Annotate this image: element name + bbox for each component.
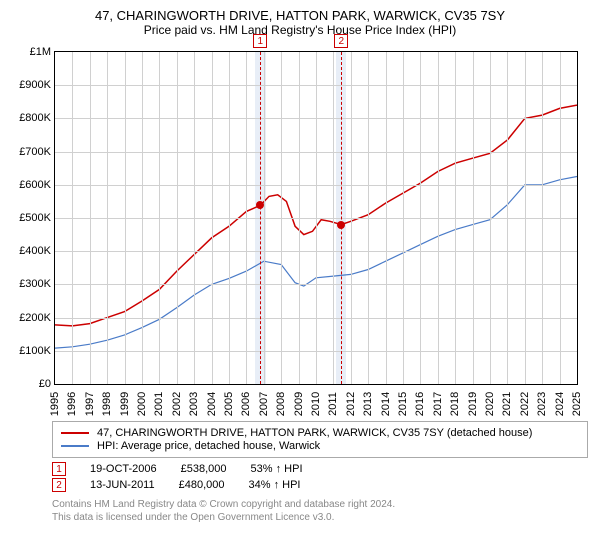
y-axis-label: £300K <box>13 278 51 290</box>
x-axis-label: 1996 <box>66 392 78 416</box>
x-axis-label: 2000 <box>136 392 148 416</box>
y-axis-label: £500K <box>13 212 51 224</box>
x-axis-label: 2016 <box>414 392 426 416</box>
transaction-delta: 53% ↑ HPI <box>251 463 303 475</box>
y-axis-label: £700K <box>13 146 51 158</box>
x-axis-label: 2013 <box>362 392 374 416</box>
legend: 47, CHARINGWORTH DRIVE, HATTON PARK, WAR… <box>52 421 588 458</box>
x-axis-label: 2025 <box>571 392 583 416</box>
transaction-table: 1 19-OCT-2006 £538,000 53% ↑ HPI 2 13-JU… <box>52 462 588 492</box>
x-axis-label: 2002 <box>171 392 183 416</box>
y-axis-label: £400K <box>13 245 51 257</box>
footer-line: This data is licensed under the Open Gov… <box>52 511 588 524</box>
x-axis-label: 2018 <box>449 392 461 416</box>
y-axis-label: £200K <box>13 312 51 324</box>
x-axis-label: 2006 <box>240 392 252 416</box>
annotation-box: 1 <box>253 34 267 48</box>
x-axis-label: 2011 <box>327 392 339 416</box>
annotation-box: 2 <box>52 478 66 492</box>
x-axis-label: 2010 <box>310 392 322 416</box>
x-axis-label: 1999 <box>119 392 131 416</box>
transaction-price: £538,000 <box>181 463 227 475</box>
legend-swatch <box>61 432 89 434</box>
x-axis-label: 2014 <box>380 392 392 416</box>
table-row: 1 19-OCT-2006 £538,000 53% ↑ HPI <box>52 462 588 476</box>
x-axis-label: 2022 <box>519 392 531 416</box>
x-axis-label: 2008 <box>275 392 287 416</box>
y-axis-label: £0 <box>13 378 51 390</box>
table-row: 2 13-JUN-2011 £480,000 34% ↑ HPI <box>52 478 588 492</box>
footer-line: Contains HM Land Registry data © Crown c… <box>52 498 588 511</box>
transaction-date: 19-OCT-2006 <box>90 463 157 475</box>
annotation-box: 1 <box>52 462 66 476</box>
x-axis-label: 2019 <box>467 392 479 416</box>
x-axis-label: 1998 <box>101 392 113 416</box>
x-axis-label: 1997 <box>84 392 96 416</box>
x-axis-label: 2017 <box>432 392 444 416</box>
legend-label: 47, CHARINGWORTH DRIVE, HATTON PARK, WAR… <box>97 427 532 439</box>
x-axis-label: 2012 <box>345 392 357 416</box>
plot: £0£100K£200K£300K£400K£500K£600K£700K£80… <box>54 51 578 385</box>
y-axis-label: £600K <box>13 179 51 191</box>
x-axis-label: 2001 <box>153 392 165 416</box>
chart-subtitle: Price paid vs. HM Land Registry's House … <box>12 23 588 37</box>
y-axis-label: £800K <box>13 112 51 124</box>
y-axis-label: £1M <box>13 46 51 58</box>
legend-row: 47, CHARINGWORTH DRIVE, HATTON PARK, WAR… <box>61 427 579 439</box>
x-axis-label: 2004 <box>206 392 218 416</box>
x-axis-label: 2021 <box>501 392 513 416</box>
x-axis-label: 1995 <box>49 392 61 416</box>
chart-area: £0£100K£200K£300K£400K£500K£600K£700K£80… <box>54 45 578 415</box>
x-axis-label: 2003 <box>188 392 200 416</box>
x-axis-label: 2009 <box>293 392 305 416</box>
chart-title: 47, CHARINGWORTH DRIVE, HATTON PARK, WAR… <box>12 8 588 23</box>
x-axis-label: 2007 <box>258 392 270 416</box>
legend-label: HPI: Average price, detached house, Warw… <box>97 440 320 452</box>
x-axis-label: 2020 <box>484 392 496 416</box>
transaction-date: 13-JUN-2011 <box>90 479 155 491</box>
annotation-box: 2 <box>334 34 348 48</box>
legend-row: HPI: Average price, detached house, Warw… <box>61 440 579 452</box>
transaction-price: £480,000 <box>179 479 225 491</box>
footer: Contains HM Land Registry data © Crown c… <box>52 498 588 524</box>
x-axis-label: 2015 <box>397 392 409 416</box>
transaction-delta: 34% ↑ HPI <box>249 479 301 491</box>
legend-swatch <box>61 445 89 447</box>
y-axis-label: £900K <box>13 79 51 91</box>
y-axis-label: £100K <box>13 345 51 357</box>
x-axis-label: 2023 <box>536 392 548 416</box>
x-axis-label: 2005 <box>223 392 235 416</box>
x-axis-label: 2024 <box>554 392 566 416</box>
